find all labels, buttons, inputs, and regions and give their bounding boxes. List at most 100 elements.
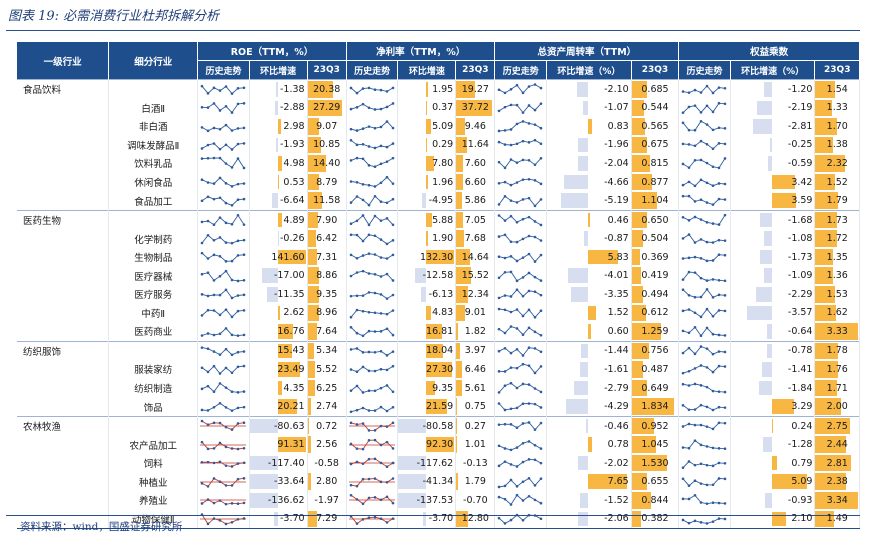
table-row: 医药生物 4.89 7.90 5.88 7.05 0.46 0.650 -1.68 1.73 [17, 209, 860, 230]
sparkline-point [699, 423, 703, 427]
qoq-change-cell: 27.30 [397, 360, 457, 379]
sparkline-point [242, 293, 246, 297]
sparkline-point [224, 143, 228, 147]
sparkline-line [201, 477, 245, 487]
value-23q3-bar [815, 454, 852, 472]
qoq-change-value: 23.49 [277, 363, 305, 375]
table-row: 休闲食品 0.53 8.79 1.96 6.60 -4.66 0.877 3.42 1.52 [17, 172, 860, 192]
value-23q3: 0.655 [641, 476, 669, 488]
sparkline-point [230, 390, 234, 394]
qoq-change-value: -0.93 [787, 494, 813, 506]
qoq-change-bar [767, 324, 772, 339]
history-trend-cell [678, 191, 731, 211]
sparkline-point [349, 483, 353, 487]
table-body: 食品饮料 -1.38 20.38 1.95 19.27 -2.10 0.685 -1.20 1.… [17, 78, 860, 530]
sparkline-point [723, 517, 727, 521]
sparkline-trend [681, 253, 727, 263]
value-23q3: 6.25 [316, 382, 338, 394]
sparkline-point [711, 371, 715, 374]
value-23q3-bar [815, 81, 835, 98]
qoq-change-bar [426, 305, 431, 321]
sparkline-point [522, 314, 525, 318]
qoq-change-cell: -11.35 [249, 285, 308, 304]
value-23q3-bar [815, 267, 833, 285]
sparkline-point [200, 408, 204, 411]
sparkline-point [391, 127, 395, 130]
sparkline-trend [200, 101, 246, 114]
qoq-change-value: 4.83 [432, 307, 454, 319]
sparkline-point [723, 421, 727, 425]
qoq-change-bar [426, 212, 432, 228]
sparkline-point [687, 446, 691, 450]
value-23q3-bar [307, 267, 319, 285]
sparkline-point [385, 384, 389, 387]
qoq-change-bar [277, 119, 281, 134]
qoq-change-value: -2.02 [604, 457, 629, 469]
sparkline-trend [498, 157, 543, 170]
sparkline-point [379, 330, 383, 333]
qoq-change-cell: -136.62 [249, 491, 308, 510]
sparkline-point [693, 352, 697, 356]
value-23q3: 1.76 [826, 363, 848, 375]
sparkline-line [350, 121, 394, 132]
level1-industry [17, 322, 110, 342]
sparkline-point [200, 220, 204, 224]
sparkline-point [206, 308, 210, 312]
sparkline-point [687, 142, 691, 146]
qoq-change-bar [249, 474, 278, 490]
value-23q3: 9.01 [464, 307, 486, 319]
sparkline-trend [498, 214, 543, 227]
sparkline-point [212, 127, 216, 130]
value-23q3-bar [307, 248, 317, 266]
sparkline-point [224, 85, 228, 89]
sparkline-trend [681, 382, 727, 394]
sparkline-point [218, 157, 222, 160]
level2-industry: 化学制药 [108, 229, 199, 248]
sparkline-point [516, 122, 519, 126]
sparkline-point [367, 310, 371, 314]
sparkline-point [224, 464, 228, 468]
value-23q3: 0.650 [641, 214, 669, 226]
sparkline-point [200, 440, 204, 444]
sparkline-point [355, 92, 359, 95]
qoq-change-cell: -12.58 [397, 266, 457, 286]
sparkline-point [717, 141, 721, 145]
sparkline-point [224, 445, 228, 448]
sparkline-point [379, 443, 383, 446]
sparkline-point [522, 363, 525, 366]
qoq-change-value: 2.62 [283, 307, 305, 319]
sparkline-point [534, 179, 537, 182]
sparkline-point [218, 499, 222, 503]
sparkline-point [373, 350, 377, 354]
value-23q3-bar [307, 136, 322, 154]
sparkline-point [540, 294, 543, 297]
sparkline-point [230, 371, 234, 375]
level1-industry [17, 453, 110, 473]
sparkline-point [391, 390, 395, 394]
qoq-change-value: -2.88 [279, 102, 305, 114]
sparkline-trend [681, 421, 727, 431]
sparkline-trend [200, 401, 246, 412]
dupont-table: 一级行业 细分行业 ROE（TTM，%） 净利率（TTM，%） 总资产周转率（T… [17, 42, 860, 530]
value-23q3-cell: 0.544 [631, 98, 680, 118]
table-row: 医疗服务 -11.35 9.35 -6.13 12.34 -3.35 0.494 -2.29 1… [17, 285, 860, 304]
qoq-change-bar [277, 437, 306, 452]
qoq-change-bar [752, 119, 772, 134]
qoq-change-bar [426, 399, 447, 414]
table-row: 种植业 -33.64 2.80 -41.34 1.79 7.65 0.655 5.09 2.38 [17, 472, 860, 492]
sparkline-point [516, 279, 519, 282]
value-23q3-bar [815, 155, 845, 172]
sparkline-trend [498, 458, 543, 468]
sparkline-point [206, 484, 210, 488]
qoq-change-value: 0.78 [607, 439, 629, 451]
sparkline-point [200, 313, 204, 317]
sparkline-trend [681, 307, 727, 318]
sparkline-point [681, 183, 685, 187]
sparkline-point [699, 334, 703, 338]
sparkline-point [349, 368, 353, 372]
value-23q3: 0.649 [641, 382, 669, 394]
sparkline-point [504, 498, 507, 501]
sparkline-point [200, 346, 204, 349]
sparkline-point [510, 143, 513, 147]
qoq-change-bar [764, 231, 772, 246]
